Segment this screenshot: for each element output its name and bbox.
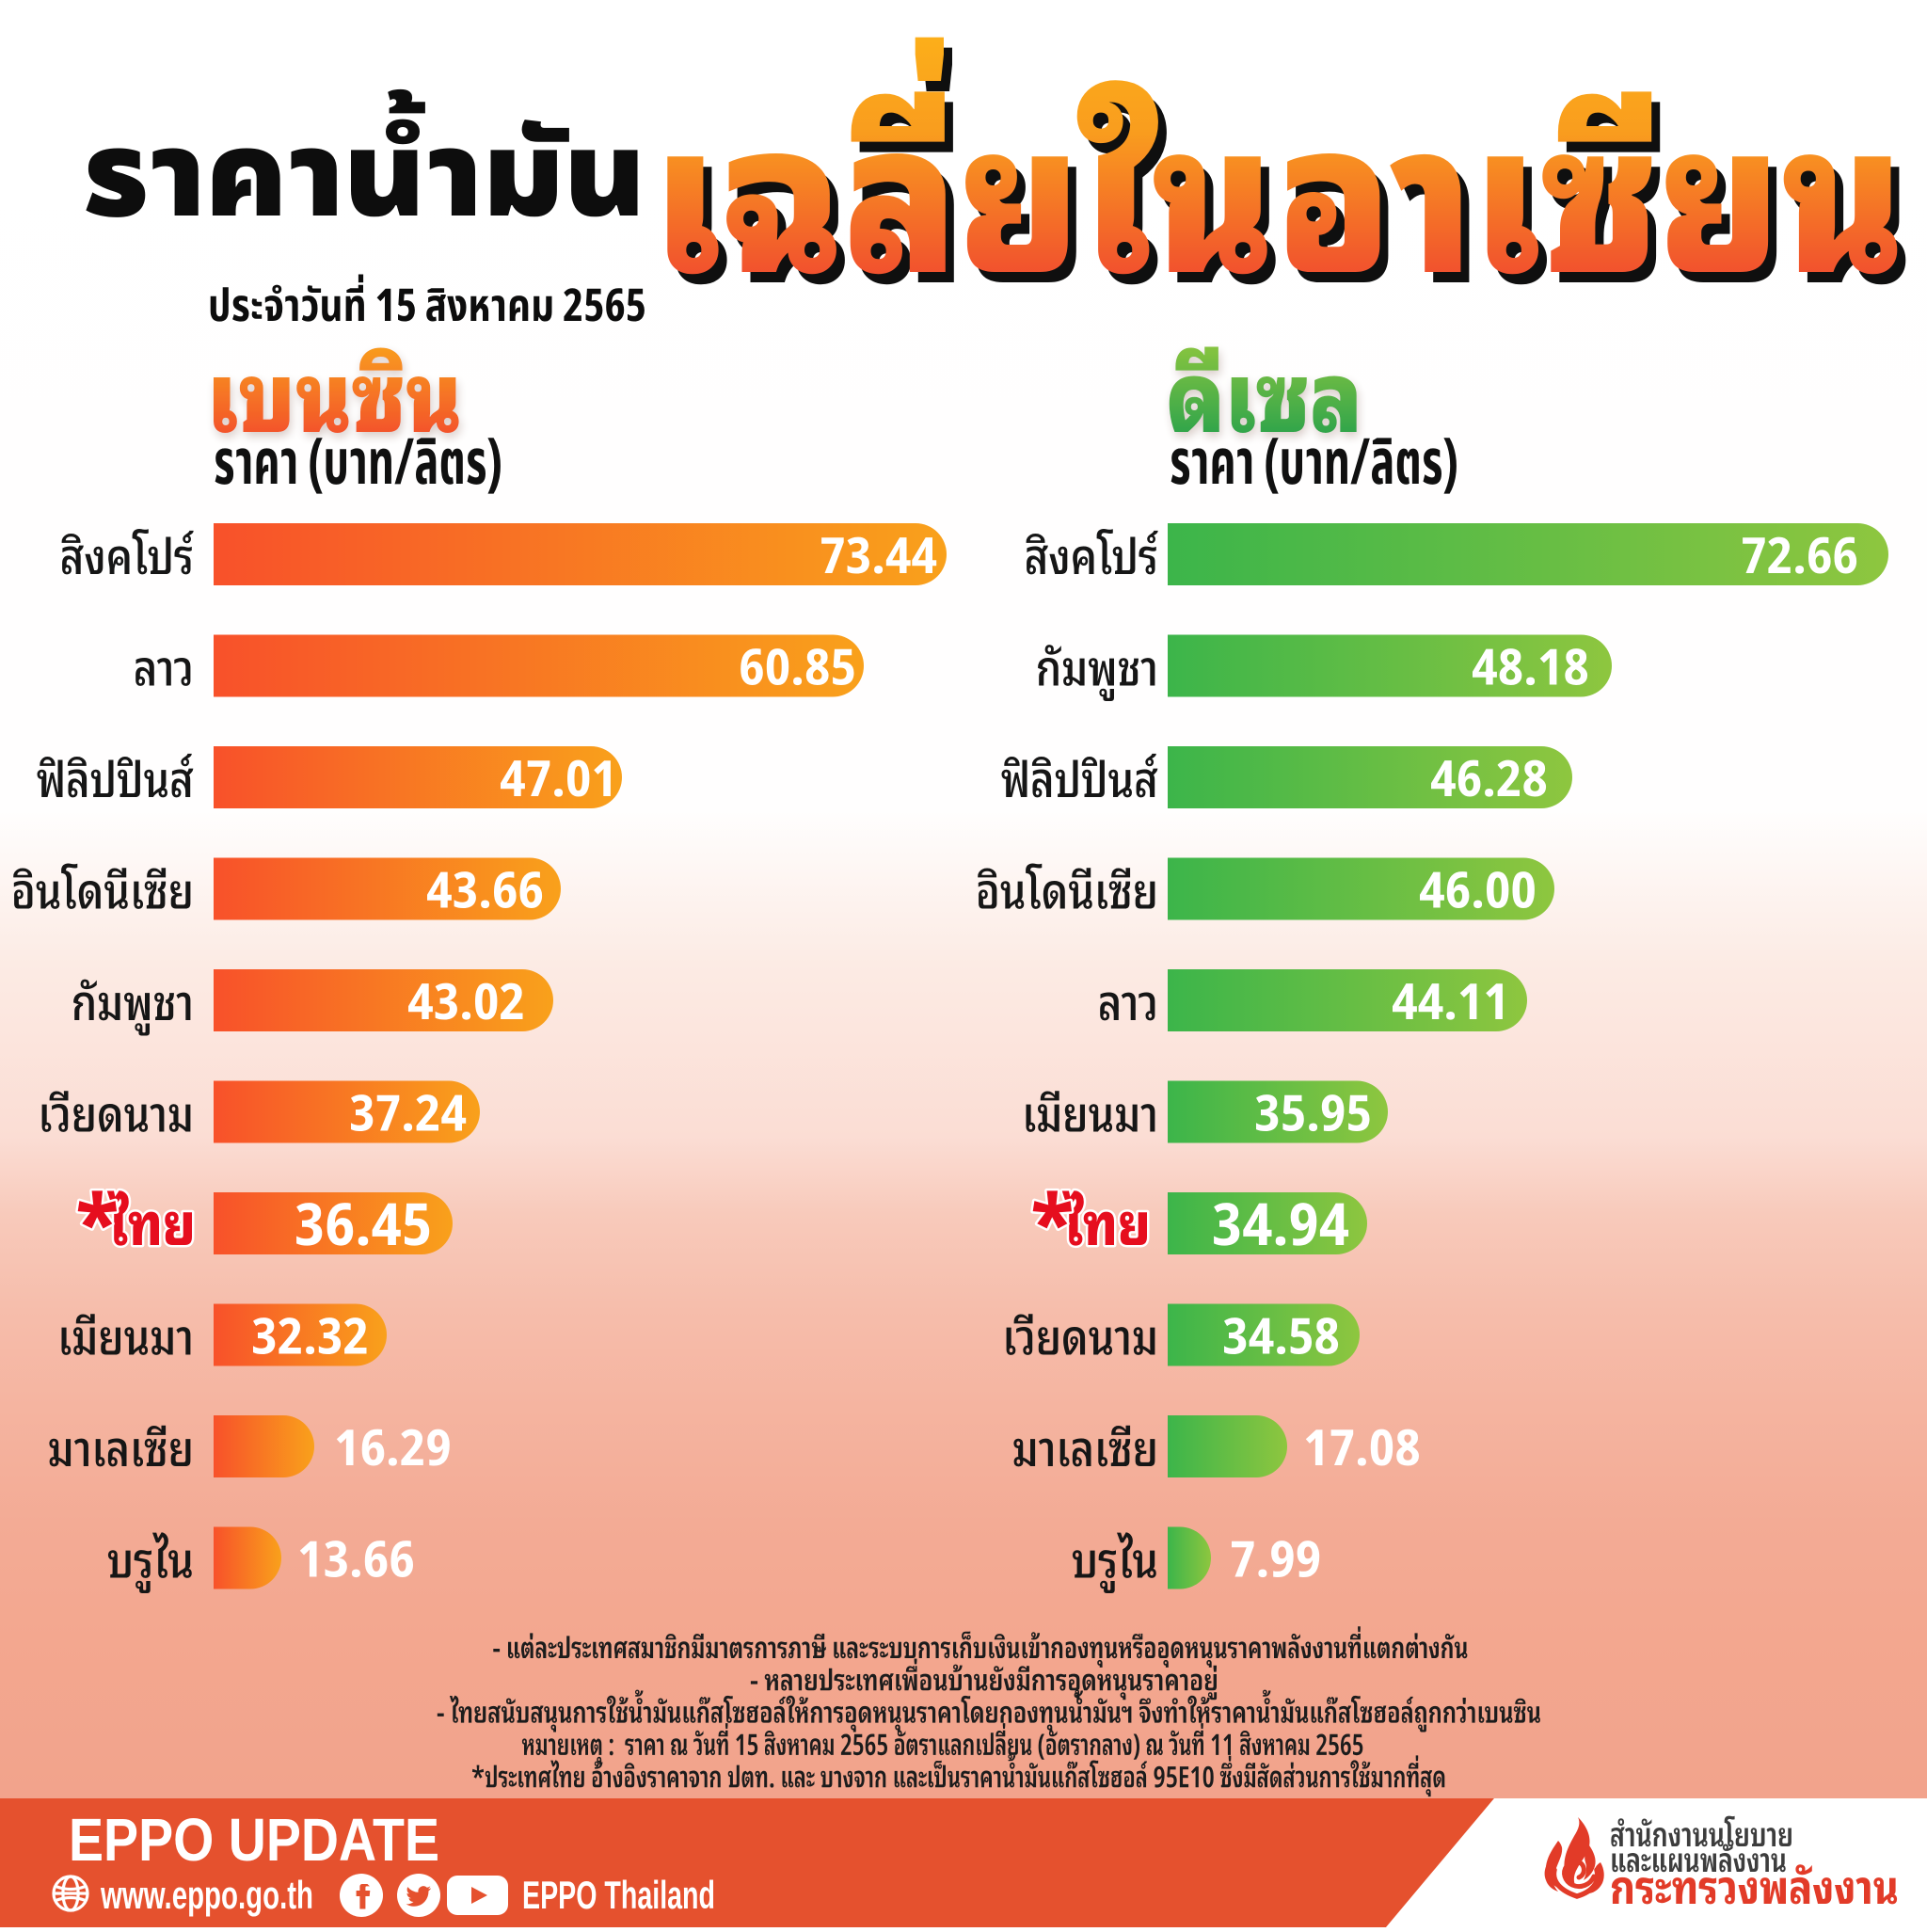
svg-text:EPPO Thailand: EPPO Thailand	[522, 1873, 715, 1917]
svg-text:EPPO UPDATE: EPPO UPDATE	[69, 1806, 439, 1874]
svg-text:www.eppo.go.th: www.eppo.go.th	[100, 1873, 313, 1917]
